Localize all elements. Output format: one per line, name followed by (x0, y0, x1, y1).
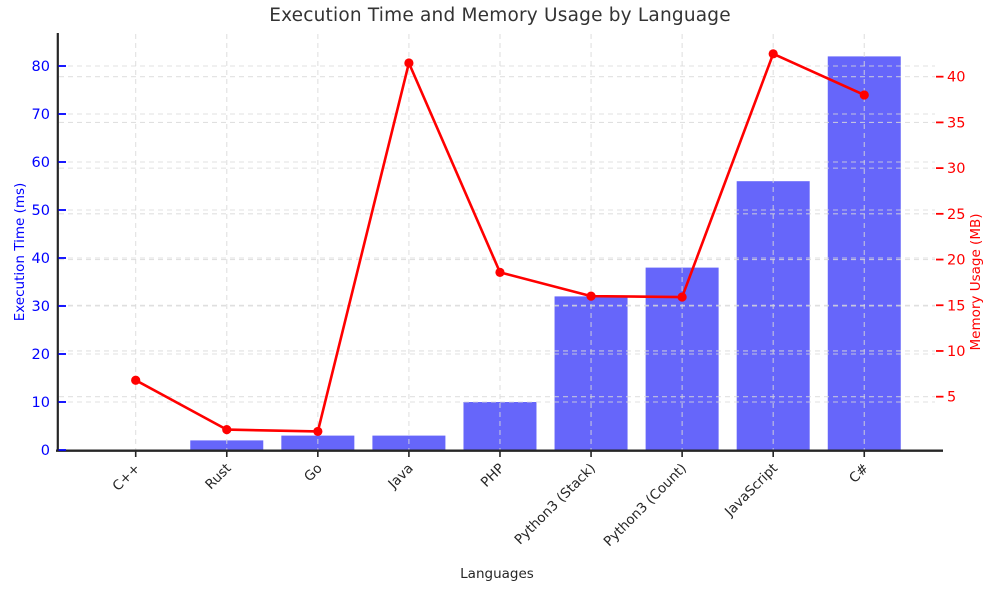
bar (554, 296, 628, 450)
x-tick-label: PHP (478, 461, 508, 491)
memory-usage-point (768, 49, 778, 59)
left-axis-title: Execution Time (ms) (12, 182, 28, 322)
left-tick-label: 60 (32, 155, 50, 171)
memory-usage-point (677, 292, 687, 302)
right-tick-label: 10 (947, 344, 965, 360)
right-tick-label: 35 (947, 115, 965, 131)
memory-usage-point (404, 58, 414, 68)
memory-usage-point (222, 424, 232, 435)
left-tick-label: 0 (41, 443, 50, 459)
memory-usage-point (586, 291, 596, 301)
right-tick-label: 25 (947, 207, 965, 223)
right-axis-title: Memory Usage (MB) (968, 213, 984, 351)
memory-usage-point (131, 375, 141, 385)
right-tick-label: 40 (947, 70, 965, 86)
left-tick-label: 20 (32, 347, 50, 363)
right-tick-label: 15 (947, 298, 965, 314)
right-tick-label: 20 (947, 253, 965, 269)
chart-title: Execution Time and Memory Usage by Langu… (269, 5, 731, 26)
memory-usage-point (313, 426, 323, 437)
x-tick-label: Python3 (Count) (601, 461, 690, 550)
x-tick-label: C++ (110, 461, 144, 495)
right-tick-label: 5 (947, 390, 956, 406)
left-tick-label: 50 (32, 203, 50, 219)
left-tick-label: 70 (32, 107, 50, 123)
left-tick-label: 80 (32, 59, 50, 75)
memory-usage-point (859, 90, 869, 100)
x-tick-label: C# (846, 461, 872, 487)
left-tick-label: 30 (32, 299, 50, 315)
right-tick-label: 30 (947, 161, 965, 177)
memory-usage-point (495, 267, 505, 277)
x-axis-title: Languages (460, 566, 534, 582)
bar (190, 440, 264, 450)
x-tick-label: Rust (202, 461, 234, 493)
left-tick-label: 10 (32, 395, 50, 411)
x-tick-label: Python3 (Stack) (511, 461, 598, 548)
left-tick-label: 40 (32, 251, 50, 267)
x-tick-label: Java (385, 461, 417, 493)
x-tick-label: JavaScript (721, 461, 781, 521)
x-tick-label: Go (301, 461, 326, 486)
